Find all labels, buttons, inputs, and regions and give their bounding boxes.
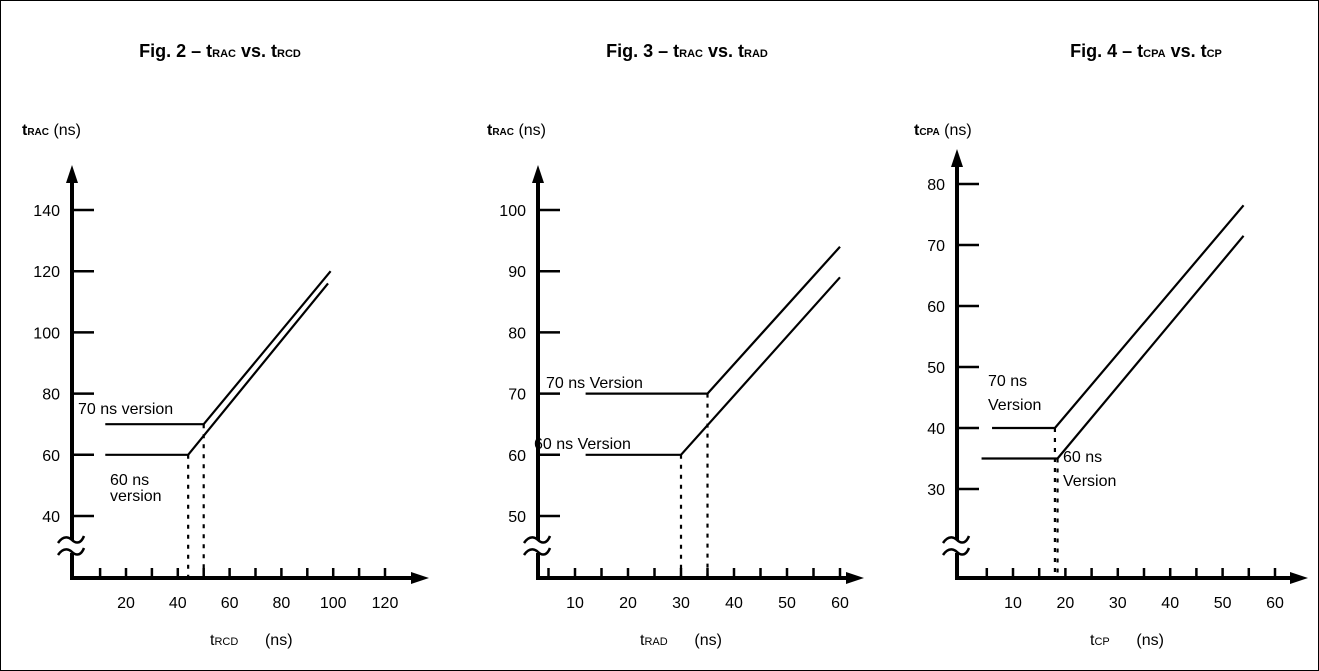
y-tick-label: 80 (508, 325, 526, 342)
chart-title: Fig. 4 – tCPA vs. tCP (1070, 41, 1222, 61)
y-tick-label: 140 (33, 203, 60, 220)
x-tick-label: 30 (1109, 595, 1127, 612)
chart-panel-4: Fig. 4 – tCPA vs. tCP tCPA (ns) 30 40 50 60 70… (914, 41, 1308, 649)
axis-break-wave (522, 547, 552, 556)
x-tick-label: 50 (778, 595, 796, 612)
y-tick-label: 80 (927, 177, 945, 194)
series-label: Version (988, 397, 1041, 414)
x-tick-label: 120 (372, 595, 399, 612)
y-tick-label: 30 (927, 482, 945, 499)
y-tick-label: 120 (33, 264, 60, 281)
chart-title: Fig. 3 – tRAC vs. tRAD (606, 41, 768, 61)
axis-break-wave (56, 535, 86, 544)
y-tick-label: 90 (508, 264, 526, 281)
axis-break-wave (56, 547, 86, 556)
y-axis-label: tRAC (ns) (22, 122, 81, 139)
y-tick-label: 50 (508, 509, 526, 526)
series-label: 70 ns (988, 373, 1027, 390)
x-tick-label: 60 (221, 595, 239, 612)
y-tick-label: 40 (42, 509, 60, 526)
x-tick-label: 80 (273, 595, 291, 612)
y-tick-label: 40 (927, 421, 945, 438)
x-tick-label: 30 (672, 595, 690, 612)
axis-break-gap (67, 540, 77, 553)
x-axis-label: tCP (ns) (1090, 632, 1164, 649)
x-tick-label: 40 (1161, 595, 1179, 612)
x-tick-label: 40 (169, 595, 187, 612)
series-line-60-ns-version (981, 235, 1245, 460)
x-axis-arrow (846, 572, 864, 584)
series-line-70-ns-version (992, 204, 1245, 430)
series-label: 70 ns version (78, 401, 173, 418)
x-tick-label: 60 (831, 595, 849, 612)
y-tick-label: 70 (927, 238, 945, 255)
x-tick-label: 50 (1214, 595, 1232, 612)
axis-break-wave (941, 547, 971, 556)
x-axis-arrow (1290, 572, 1308, 584)
axis-break-wave (941, 535, 971, 544)
axis-break-wave (522, 535, 552, 544)
x-axis-label: tRCD (ns) (210, 632, 293, 649)
series-label: version (110, 488, 162, 505)
series-label: Version (1063, 473, 1116, 490)
series-label: 60 ns (1063, 449, 1102, 466)
y-axis-label: tRAC (ns) (487, 122, 546, 139)
y-tick-label: 60 (42, 448, 60, 465)
y-axis-label: tCPA (ns) (914, 122, 972, 139)
series-label: 70 ns Version (546, 375, 643, 392)
axis-break-gap (952, 540, 962, 553)
x-tick-label: 20 (619, 595, 637, 612)
y-tick-label: 60 (508, 448, 526, 465)
x-tick-label: 10 (566, 595, 584, 612)
x-axis-arrow (411, 572, 429, 584)
x-tick-label: 10 (1004, 595, 1022, 612)
y-tick-label: 100 (499, 203, 526, 220)
series-label: 60 ns (110, 472, 149, 489)
y-tick-label: 100 (33, 325, 60, 342)
x-tick-label: 40 (725, 595, 743, 612)
x-tick-label: 20 (1057, 595, 1075, 612)
axis-break-gap (533, 540, 543, 553)
series-line-60-ns-version (585, 276, 841, 456)
x-tick-label: 20 (117, 595, 135, 612)
series-label: 60 ns Version (534, 436, 631, 453)
series-line-60-ns-version (105, 282, 329, 456)
y-axis-arrow (66, 165, 78, 183)
chart-panel-2: Fig. 2 – tRAC vs. tRCD tRAC (ns) 40 60 80 100… (22, 41, 429, 649)
x-tick-label: 60 (1266, 595, 1284, 612)
chart-panel-3: Fig. 3 – tRAC vs. tRAD tRAC (ns) 50 60 70 80 9… (487, 41, 864, 649)
y-tick-label: 50 (927, 360, 945, 377)
y-axis-arrow (951, 149, 963, 167)
x-axis-label: tRAD (ns) (640, 632, 722, 649)
y-tick-label: 60 (927, 299, 945, 316)
x-tick-label: 100 (320, 595, 347, 612)
chart-title: Fig. 2 – tRAC vs. tRCD (139, 41, 301, 61)
y-tick-label: 70 (508, 387, 526, 404)
y-tick-label: 80 (42, 387, 60, 404)
y-axis-arrow (532, 165, 544, 183)
